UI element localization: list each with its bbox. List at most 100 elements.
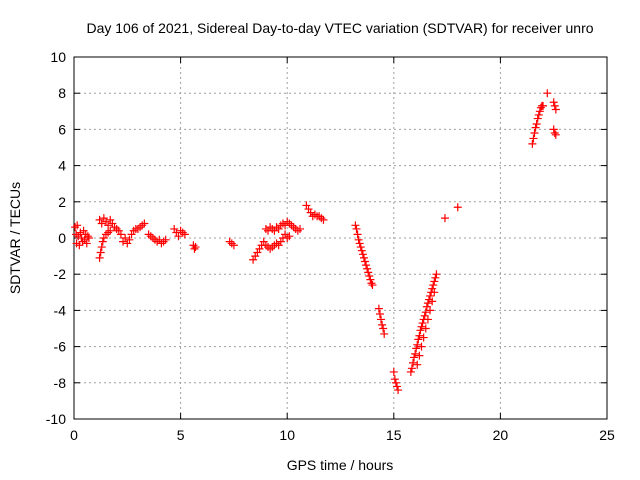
data-point — [178, 228, 187, 237]
data-point — [421, 324, 430, 333]
data-point — [529, 134, 538, 143]
data-point — [536, 103, 545, 112]
grid — [74, 57, 607, 419]
data-point — [415, 331, 424, 340]
y-tick-label: 10 — [50, 49, 66, 65]
data-point — [367, 279, 376, 288]
data-point — [440, 214, 449, 223]
ticks: 0 5 10 15 20 25 -10 -8 -6 -4 -2 0 2 4 6 8 10 — [46, 49, 615, 443]
x-tick-label: 10 — [279, 427, 295, 443]
y-tick-label: -10 — [46, 411, 66, 427]
data-point — [394, 386, 403, 395]
y-tick-label: 0 — [58, 230, 66, 246]
data-point — [104, 228, 113, 237]
data-point — [302, 201, 311, 210]
data-point — [276, 237, 285, 246]
data-point — [365, 272, 374, 281]
data-point — [261, 241, 270, 250]
x-tick-label: 25 — [599, 427, 615, 443]
data-point — [411, 349, 420, 358]
data-point — [189, 241, 198, 250]
data-point — [421, 308, 430, 317]
data-point — [453, 203, 462, 212]
data-point — [289, 223, 298, 232]
data-point — [408, 358, 417, 367]
data-point — [534, 110, 543, 119]
data-point — [550, 129, 559, 138]
data-point — [268, 243, 277, 252]
data-point — [270, 226, 279, 235]
data-point — [110, 223, 119, 232]
data-point — [72, 230, 81, 239]
y-tick-label: 2 — [58, 194, 66, 210]
data-point — [73, 221, 82, 230]
y-tick-label: -6 — [54, 339, 67, 355]
data-point — [106, 226, 115, 235]
data-point — [116, 230, 125, 239]
data-point — [391, 378, 400, 387]
y-tick-label: 8 — [58, 85, 66, 101]
data-point — [304, 205, 313, 214]
data-point — [550, 101, 559, 110]
data-point — [317, 214, 326, 223]
data-point — [161, 235, 170, 244]
data-point — [148, 234, 157, 242]
data-point — [375, 310, 384, 319]
data-point — [274, 224, 283, 233]
data-point — [101, 230, 110, 239]
data-point — [138, 221, 147, 230]
data-point — [83, 232, 92, 241]
y-axis-label: SDTVAR / TECUs — [7, 182, 23, 294]
data-point — [98, 237, 107, 246]
data-point — [549, 125, 558, 134]
data-point — [229, 241, 238, 250]
data-point — [295, 224, 304, 233]
data-point — [362, 261, 371, 270]
data-point — [361, 257, 370, 266]
data-point — [358, 250, 367, 259]
data-point — [377, 315, 386, 324]
data-point — [71, 223, 80, 232]
data-point — [532, 119, 541, 128]
data-point — [418, 319, 427, 328]
data-point — [159, 237, 168, 246]
data-point — [549, 98, 558, 107]
data-point — [533, 114, 542, 123]
data-point — [157, 239, 166, 248]
data-point — [249, 255, 258, 264]
data-point — [95, 253, 104, 262]
data-point — [353, 230, 362, 239]
chart-title: Day 106 of 2021, Sidereal Day-to-day VTE… — [86, 20, 593, 36]
data-point — [413, 360, 422, 369]
data-point — [416, 326, 425, 335]
data-point — [119, 237, 128, 246]
data-point — [528, 139, 537, 148]
data-point — [97, 219, 106, 228]
data-point — [285, 219, 294, 228]
data-point — [423, 315, 432, 324]
data-point — [359, 253, 368, 262]
data-point — [283, 217, 292, 226]
data-point — [82, 239, 91, 248]
data-point — [99, 214, 108, 223]
data-point — [283, 234, 292, 242]
data-point — [136, 223, 145, 232]
data-point — [191, 243, 200, 252]
data-point — [366, 275, 375, 284]
data-point — [266, 244, 275, 253]
data-point — [431, 273, 440, 282]
data-point — [112, 224, 121, 233]
data-point — [357, 246, 366, 255]
data-point — [272, 223, 281, 232]
data-point — [531, 123, 540, 132]
data-point — [133, 224, 142, 233]
data-point — [417, 322, 426, 331]
data-point — [144, 230, 153, 239]
data-point — [121, 234, 130, 242]
data-point — [380, 329, 389, 338]
data-point — [379, 324, 388, 333]
data-point — [281, 230, 290, 239]
data-point — [180, 230, 189, 239]
data-point — [146, 232, 155, 241]
y-tick-label: -8 — [54, 375, 67, 391]
